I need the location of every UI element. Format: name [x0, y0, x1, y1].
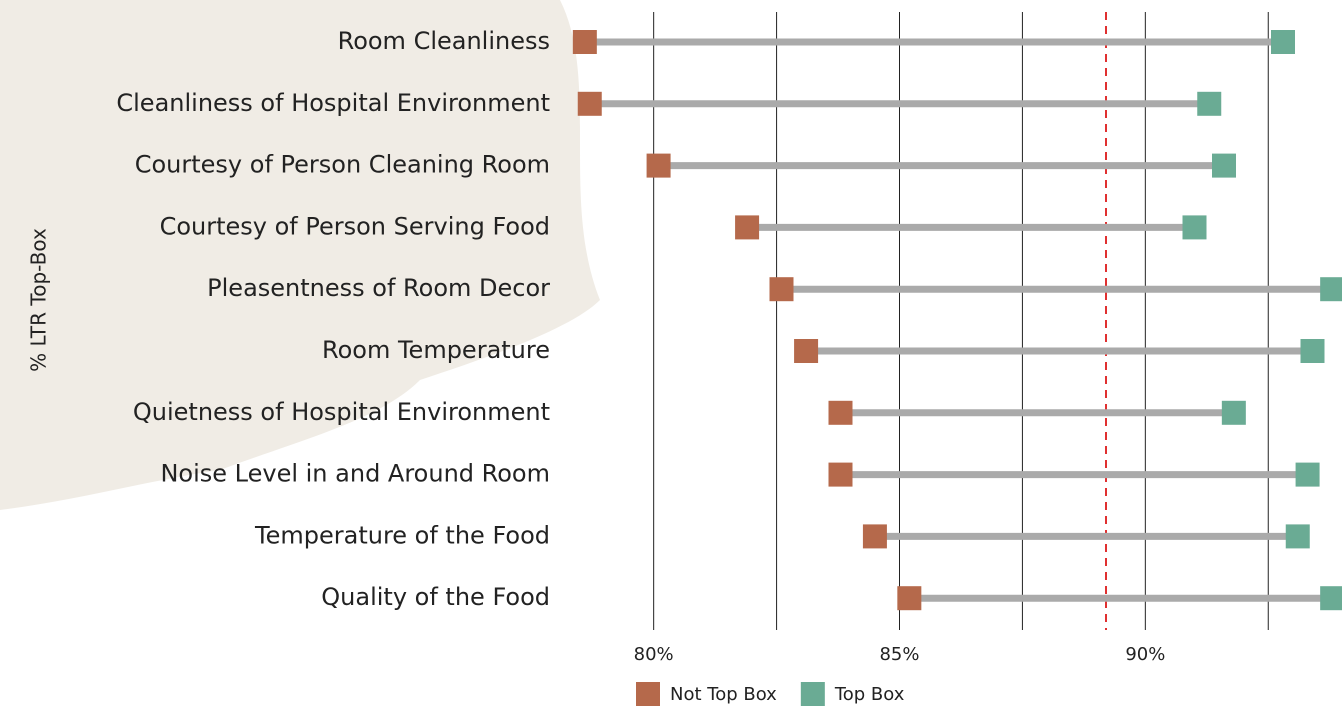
marker [828, 400, 853, 425]
marker [1271, 30, 1295, 54]
category-label: Temperature of the Food [254, 521, 550, 549]
x-tick-label: 90% [1125, 644, 1165, 665]
category-label: Courtesy of Person Cleaning Room [135, 151, 550, 179]
x-tick-label: 80% [634, 644, 674, 665]
marker [897, 586, 922, 611]
marker [1182, 215, 1207, 240]
marker [828, 462, 853, 487]
category-label: Courtesy of Person Serving Food [160, 212, 550, 240]
marker [862, 524, 887, 549]
marker [1300, 339, 1325, 363]
marker [1320, 277, 1342, 302]
marker [1212, 153, 1236, 178]
marker [572, 30, 597, 54]
marker [1295, 462, 1320, 487]
legend-label: Top Box [834, 684, 905, 705]
background-texture [0, 0, 600, 510]
category-label: Pleasentness of Room Decor [207, 274, 550, 302]
marker [1197, 91, 1222, 116]
category-label: Cleanliness of Hospital Environment [116, 89, 550, 117]
legend-swatch [800, 682, 825, 706]
marker [794, 339, 819, 363]
legend-label: Not Top Box [670, 684, 777, 705]
category-label: Quietness of Hospital Environment [133, 398, 550, 426]
legend-swatch [636, 682, 660, 706]
y-axis-label: % LTR Top-Box [27, 228, 51, 372]
marker [1221, 400, 1246, 425]
marker [735, 215, 760, 240]
marker [1320, 586, 1342, 611]
marker [1285, 524, 1310, 549]
x-tick-label: 85% [879, 644, 919, 665]
marker [577, 91, 602, 116]
marker [769, 277, 794, 302]
marker [646, 153, 671, 178]
category-label: Room Cleanliness [338, 27, 550, 55]
category-label: Room Temperature [322, 336, 550, 364]
category-label: Quality of the Food [321, 583, 550, 611]
category-label: Noise Level in and Around Room [160, 460, 550, 488]
